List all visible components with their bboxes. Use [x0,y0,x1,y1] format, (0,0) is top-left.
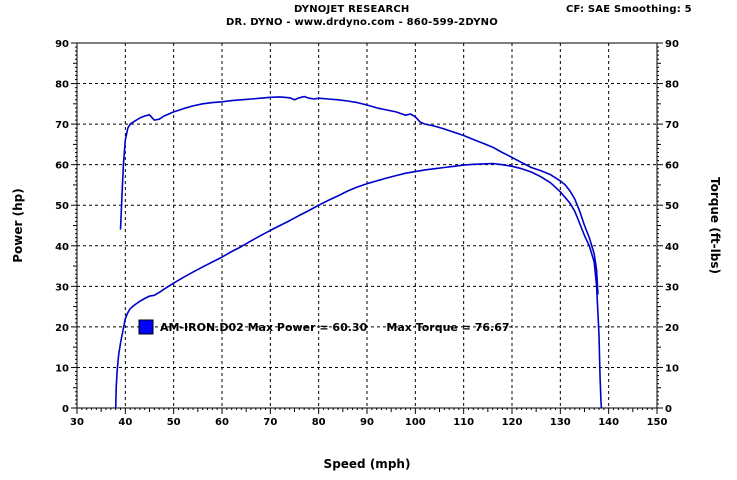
y-left-tick-label: 40 [55,242,69,253]
x-tick-label: 120 [502,417,523,428]
legend-text: AM-IRON.D02 Max Power = 60.30 Max Torque… [160,321,510,334]
x-tick-label: 150 [647,417,668,428]
y-left-tick-label: 90 [55,39,69,50]
x-tick-label: 30 [70,417,84,428]
power-series-line [114,162,603,409]
y-axis-right-ticks: 0 10 20 30 40 50 60 70 80 90 [657,39,679,415]
y-right-tick-label: 30 [665,282,679,293]
y-left-tick-label: 10 [55,363,69,374]
y-axis-left-ticks: 0 10 20 30 40 50 60 70 80 90 [55,39,77,415]
chart-title: DYNOJET RESEARCH [294,4,410,15]
y-right-tick-label: 50 [665,201,679,212]
y-right-tick-label: 60 [665,161,679,172]
y-right-tick-label: 80 [665,80,679,91]
x-tick-label: 90 [360,417,374,428]
x-tick-label: 70 [263,417,277,428]
x-tick-label: 80 [312,417,326,428]
y-axis-right-label: Torque (ft-lbs) [708,177,722,274]
series-lines [114,95,603,409]
y-left-tick-label: 50 [55,201,69,212]
y-left-tick-label: 70 [55,120,69,131]
y-left-tick-label: 0 [62,404,69,415]
y-left-tick-label: 80 [55,80,69,91]
y-right-tick-label: 40 [665,242,679,253]
x-axis-ticks: 30 40 50 60 70 80 90 100 110 120 130 140 150 [70,408,667,428]
y-axis-left-label: Power (hp) [11,188,25,262]
x-axis-label: Speed (mph) [324,457,411,471]
x-tick-label: 60 [215,417,229,428]
y-right-tick-label: 20 [665,323,679,334]
y-right-tick-label: 0 [665,404,672,415]
grid-lines [77,43,657,408]
x-tick-label: 50 [167,417,181,428]
x-tick-label: 100 [405,417,426,428]
y-left-tick-label: 30 [55,282,69,293]
x-tick-label: 40 [118,417,132,428]
x-tick-label: 140 [598,417,619,428]
chart-settings: CF: SAE Smoothing: 5 [566,4,692,15]
x-tick-label: 130 [550,417,571,428]
y-left-tick-label: 60 [55,161,69,172]
chart-subtitle: DR. DYNO - www.drdyno.com - 860-599-2DYN… [226,17,498,28]
y-right-tick-label: 70 [665,120,679,131]
y-right-tick-label: 90 [665,39,679,50]
torque-series-line [119,95,599,295]
x-tick-label: 110 [453,417,474,428]
y-right-tick-label: 10 [665,363,679,374]
legend-swatch [138,319,154,335]
y-left-tick-label: 20 [55,323,69,334]
